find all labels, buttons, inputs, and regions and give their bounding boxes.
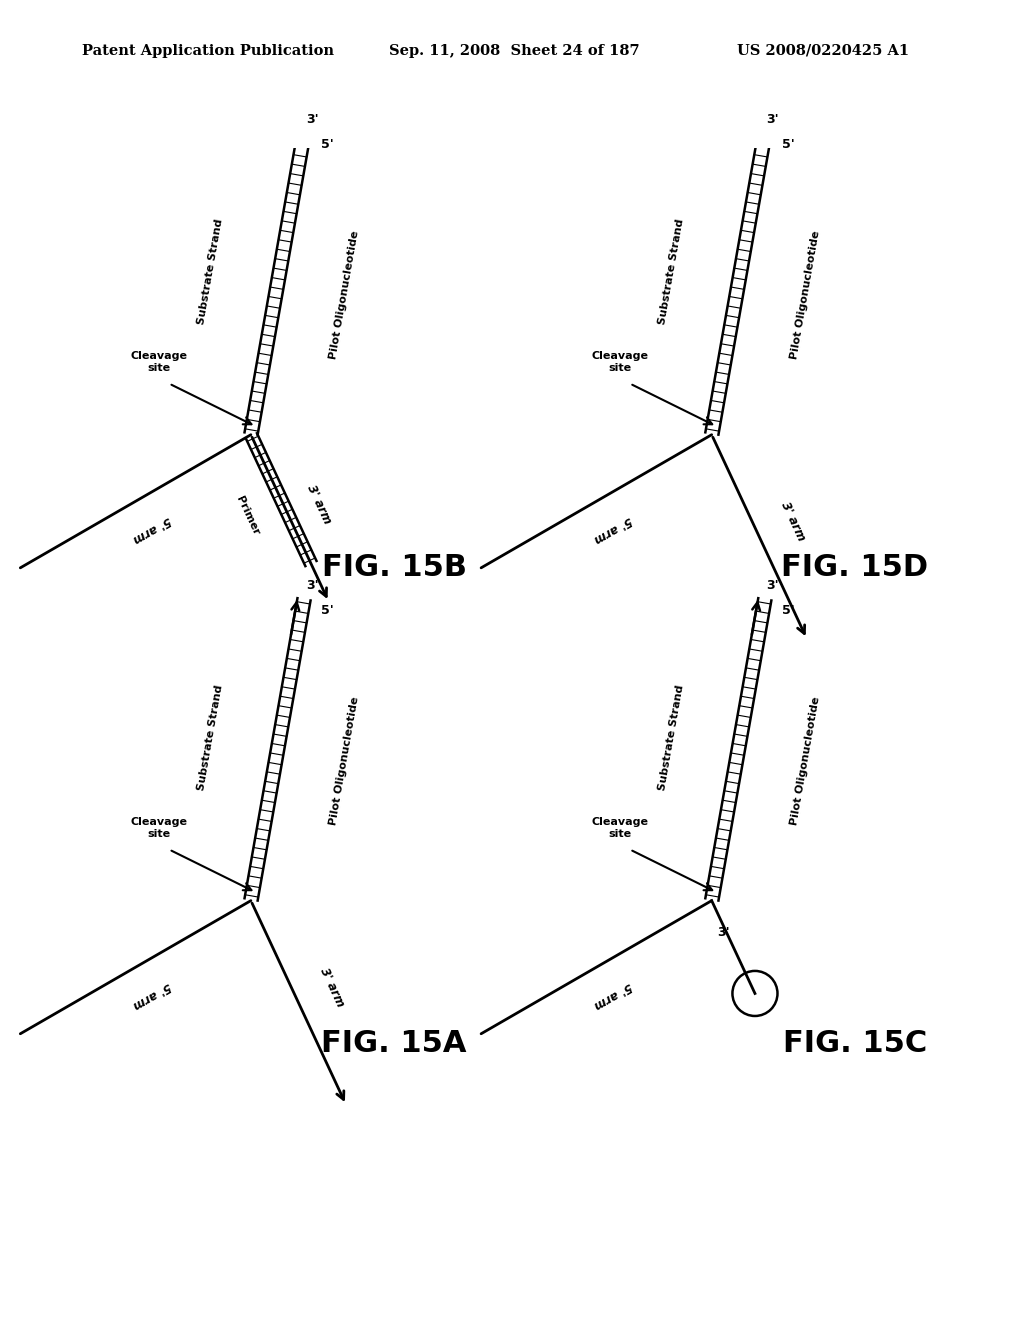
Text: Substrate Strand: Substrate Strand — [657, 218, 686, 325]
Text: Patent Application Publication: Patent Application Publication — [82, 44, 334, 58]
Text: Substrate Strand: Substrate Strand — [657, 684, 686, 791]
Text: Cleavage
site: Cleavage site — [130, 817, 187, 840]
Text: Pilot Oligonucleotide: Pilot Oligonucleotide — [329, 696, 360, 826]
Text: 3' arm: 3' arm — [778, 499, 808, 543]
Text: 3' arm: 3' arm — [317, 965, 347, 1008]
Text: 3': 3' — [717, 927, 729, 940]
Text: Substrate Strand: Substrate Strand — [197, 218, 225, 325]
Text: 3': 3' — [306, 579, 318, 591]
Text: 5' arm: 5' arm — [591, 979, 634, 1011]
Text: 5' arm: 5' arm — [130, 513, 173, 545]
Text: 5' arm: 5' arm — [591, 513, 634, 545]
Text: Cleavage
site: Cleavage site — [591, 817, 648, 840]
Text: Sep. 11, 2008  Sheet 24 of 187: Sep. 11, 2008 Sheet 24 of 187 — [389, 44, 640, 58]
Text: 3': 3' — [767, 114, 779, 125]
Text: Substrate Strand: Substrate Strand — [197, 684, 225, 791]
Text: FIG. 15A: FIG. 15A — [322, 1030, 467, 1059]
Text: Pilot Oligonucleotide: Pilot Oligonucleotide — [790, 696, 821, 826]
Text: 3': 3' — [767, 579, 779, 591]
Text: 5': 5' — [781, 139, 795, 152]
Text: 3' arm: 3' arm — [304, 483, 334, 527]
Text: Pilot Oligonucleotide: Pilot Oligonucleotide — [329, 230, 360, 360]
Text: Cleavage
site: Cleavage site — [130, 351, 187, 374]
Text: 5': 5' — [321, 605, 334, 618]
Text: FIG. 15B: FIG. 15B — [322, 553, 467, 582]
Text: Primer: Primer — [234, 494, 261, 536]
Text: 5': 5' — [781, 605, 795, 618]
Text: US 2008/0220425 A1: US 2008/0220425 A1 — [737, 44, 909, 58]
Text: 3': 3' — [306, 114, 318, 125]
Text: Pilot Oligonucleotide: Pilot Oligonucleotide — [790, 230, 821, 360]
Text: FIG. 15D: FIG. 15D — [781, 553, 929, 582]
Text: 5' arm: 5' arm — [130, 979, 173, 1011]
Text: FIG. 15C: FIG. 15C — [783, 1030, 927, 1059]
Text: 5': 5' — [321, 139, 334, 152]
Text: Cleavage
site: Cleavage site — [591, 351, 648, 374]
